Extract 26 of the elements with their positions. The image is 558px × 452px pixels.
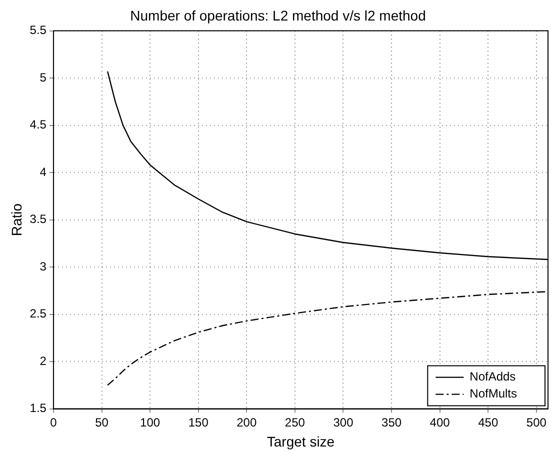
legend-label: NofMults <box>470 386 517 401</box>
y-tick-label: 4 <box>40 164 47 179</box>
x-axis-title: Target size <box>266 433 335 450</box>
x-tick-label: 200 <box>236 415 257 430</box>
chart-title: Number of operations: L2 method v/s l2 method <box>130 7 426 24</box>
line-series <box>106 291 548 386</box>
y-tick-label: 3.5 <box>30 212 47 226</box>
legend-label: NofAdds <box>470 370 516 384</box>
x-tick-label: 450 <box>478 415 498 430</box>
y-tick-label: 4.5 <box>30 118 47 132</box>
x-tick-label: 300 <box>333 415 354 430</box>
x-tick-label: 150 <box>188 415 209 430</box>
y-tick-label: 5 <box>40 70 47 84</box>
y-tick-label: 2 <box>40 354 47 368</box>
y-tick-label: 3 <box>40 259 47 274</box>
x-tick-label: 350 <box>382 415 402 430</box>
y-tick-label: 1.5 <box>30 401 47 416</box>
x-tick-label: 100 <box>140 415 160 430</box>
x-tick-label: 250 <box>284 415 306 430</box>
x-tick-label: 0 <box>50 415 58 430</box>
y-axis-title: Ratio <box>8 203 24 236</box>
x-tick-label: 50 <box>95 415 109 430</box>
y-tick-label: 2.5 <box>30 306 47 321</box>
x-tick-label: 400 <box>430 415 450 430</box>
x-tick-label: 500 <box>526 415 547 430</box>
y-tick-label: 5.5 <box>30 23 47 38</box>
